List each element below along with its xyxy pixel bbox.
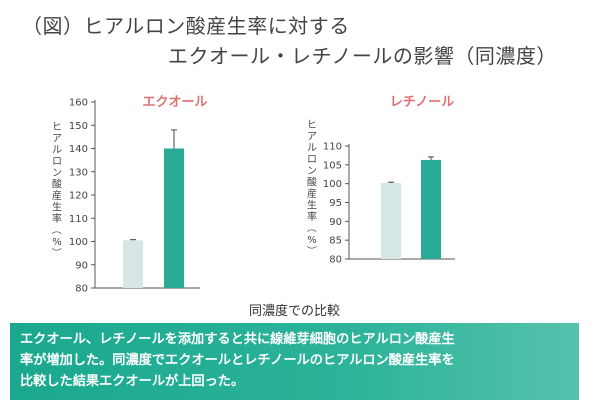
y-axis-label-char: ヒ — [307, 119, 317, 131]
y-axis-label-char: ル — [52, 145, 62, 156]
y-axis-label-char: 産 — [307, 187, 317, 200]
y-tick-label: 120 — [69, 191, 88, 202]
bar — [421, 159, 441, 259]
y-axis-label-char: ロ — [52, 157, 62, 168]
y-axis-label-char: 生 — [52, 201, 62, 214]
y-tick-label: 110 — [323, 142, 342, 153]
y-axis-label-char: % — [52, 237, 62, 248]
y-tick-label: 110 — [69, 214, 88, 225]
y-axis-label-char: 酸 — [52, 178, 62, 191]
y-tick-label: 100 — [69, 237, 88, 248]
page-title-line-1: （図）ヒアルロン酸産生率に対する — [22, 14, 350, 38]
retinol-chart: レチノール 110 105 100 95 90 85 80 ヒアルロン酸産生率（%） — [305, 95, 455, 266]
y-axis-label-char: % — [307, 235, 317, 246]
y-tick-label: 90 — [329, 217, 342, 228]
y-axis-label-char: 産 — [52, 189, 62, 202]
y-tick-label: 140 — [69, 144, 88, 155]
x-axis-label: 同濃度での比較 — [248, 304, 340, 319]
y-tick-label: 90 — [75, 260, 88, 271]
y-axis-label-char: 酸 — [307, 176, 317, 189]
summary-line-2: 率が増加した。同濃度でエクオールとレチノールのヒアルロン酸産生率を — [20, 353, 455, 368]
y-tick-label: 80 — [75, 284, 88, 295]
equol-chart: エクオール 160 150 140 130 120 110 100 90 80 ヒアルロン酸産生率（… — [50, 95, 208, 295]
y-axis-label-char: 率 — [52, 212, 62, 225]
y-axis-label-char: ロ — [307, 155, 317, 166]
bar — [164, 148, 184, 288]
bar — [123, 240, 143, 288]
y-axis-label-char: ） — [50, 248, 62, 258]
y-tick-label: 130 — [69, 167, 88, 178]
y-axis-label-char: 生 — [307, 199, 317, 212]
y-tick-label: 85 — [329, 236, 342, 247]
summary-box: エクオール、レチノールを添加すると共に線維芽細胞のヒアルロン酸産生 率が増加した… — [10, 323, 579, 400]
y-tick-label: 95 — [329, 198, 342, 209]
chart-title: エクオール — [142, 95, 207, 110]
y-tick-label: 100 — [323, 179, 342, 190]
y-axis-label-char: 率 — [307, 210, 317, 223]
y-axis-label-char: （ — [50, 225, 62, 235]
y-axis-label-char: ル — [307, 143, 317, 154]
y-axis-label-char: ン — [307, 166, 317, 177]
y-axis-label-char: ア — [307, 132, 317, 143]
summary-line-3: 比較した結果エクオールが上回った。 — [20, 374, 245, 389]
y-axis-label-char: ヒ — [52, 121, 62, 133]
summary-line-1: エクオール、レチノールを添加すると共に線維芽細胞のヒアルロン酸産生 — [20, 332, 455, 347]
y-tick-label: 105 — [323, 160, 342, 171]
y-axis-label-char: ア — [52, 134, 62, 145]
chart-title: レチノール — [390, 95, 455, 110]
page-title-line-2: エクオール・レチノールの影響（同濃度） — [168, 44, 557, 68]
y-tick-label: 80 — [329, 255, 342, 266]
y-tick-label: 150 — [69, 121, 88, 132]
y-axis-label-char: ン — [52, 168, 62, 179]
y-axis-label-char: （ — [305, 223, 317, 233]
bar — [381, 182, 401, 259]
y-axis-label-char: ） — [305, 246, 317, 256]
y-tick-label: 160 — [69, 98, 88, 109]
